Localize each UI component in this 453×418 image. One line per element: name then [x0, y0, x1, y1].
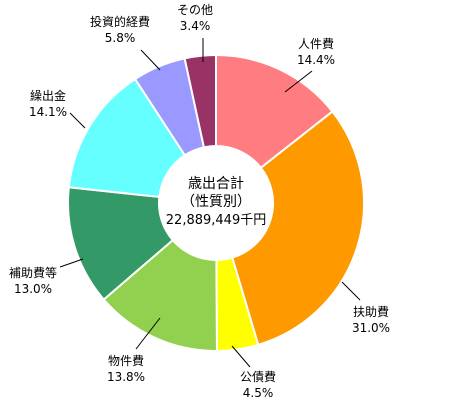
slice-label-4: 物件費: [108, 353, 144, 368]
slice-pct-2: 31.0%: [352, 321, 390, 335]
slices-layer: [67, 53, 365, 353]
slice-pct-5: 13.0%: [14, 282, 52, 296]
leader-line-7: [140, 49, 161, 71]
leader-line-5: [59, 258, 84, 268]
slice-pct-1: 14.4%: [297, 53, 335, 67]
slice-pct-3: 4.5%: [243, 386, 274, 400]
slice-label-5: 補助費等: [9, 265, 57, 280]
slice-label-8: その他: [177, 3, 213, 17]
center-label-total: 22,889,449千円: [166, 213, 266, 228]
center-label-title: 歳出合計: [188, 176, 244, 192]
leader-line-2: [341, 281, 361, 301]
slice-pct-6: 14.1%: [29, 105, 67, 119]
leader-lines: [59, 38, 361, 368]
leader-line-1: [284, 70, 313, 93]
slice-label-7: 投資的経費: [90, 14, 150, 29]
slice-pct-4: 13.8%: [107, 370, 145, 384]
slice-label-2: 扶助費: [353, 304, 389, 319]
center-label: 歳出合計 （性質別） 22,889,449千円: [166, 176, 266, 228]
leader-line-4: [135, 317, 161, 350]
slice-label-3: 公債費: [240, 369, 276, 384]
slice-pct-8: 3.4%: [180, 19, 211, 33]
center-label-subtitle: （性質別）: [181, 194, 251, 210]
slice-label-1: 人件費: [298, 36, 334, 51]
slice-label-6: 繰出金: [30, 88, 66, 103]
leader-line-6: [69, 112, 86, 129]
leader-line-3: [231, 345, 251, 368]
slice-pct-7: 5.8%: [105, 31, 136, 45]
slice-labels: 人件費 14.4% 扶助費 31.0% 公債費 4.5% 物件費 13.8% 補助費等 13.0%…: [9, 3, 390, 400]
donut-hole: [159, 146, 273, 260]
